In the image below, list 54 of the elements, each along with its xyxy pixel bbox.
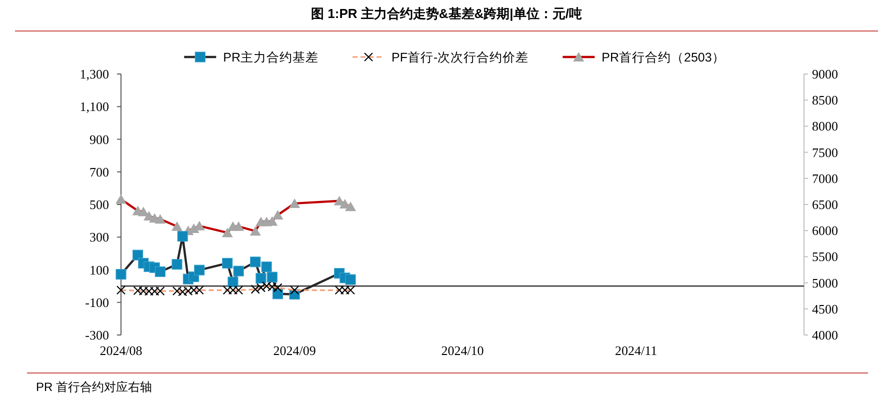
point	[116, 194, 126, 204]
y2-tick-label: 5500	[812, 249, 838, 264]
y-tick-label: 500	[90, 197, 109, 212]
point	[171, 221, 182, 231]
point	[194, 264, 205, 276]
legend-label: PR主力合约基差	[223, 50, 319, 64]
x-tick-label: 2024/10	[441, 343, 484, 358]
legend-label: PR首行合约（2503）	[602, 50, 725, 64]
point	[256, 272, 266, 284]
point	[222, 258, 233, 269]
y-tick-label: 900	[90, 132, 109, 147]
text: PR 首行合约对应右轴	[36, 380, 152, 394]
point	[172, 259, 182, 270]
x-tick-label: 2024/11	[614, 343, 658, 358]
x-tick-label: 2024/08	[100, 343, 142, 358]
point	[233, 221, 244, 231]
point	[250, 226, 261, 236]
y2-tick-label: 9000	[812, 66, 838, 82]
point	[116, 269, 126, 280]
y-tick-label: -100	[85, 294, 109, 310]
y2-tick-label: 8500	[812, 92, 838, 108]
point	[116, 286, 126, 295]
point	[290, 286, 300, 295]
point	[154, 266, 166, 278]
y2-tick-label: 7000	[812, 170, 838, 186]
y-tick-label: 700	[90, 164, 109, 180]
y-tick-label: 1,300	[80, 66, 109, 82]
y2-tick-label: 6500	[812, 197, 838, 212]
y2-tick-label: 6000	[812, 223, 838, 238]
point	[272, 210, 284, 220]
y2-tick-label: 8000	[812, 118, 838, 134]
y-tick-label: 1,100	[80, 99, 109, 114]
point	[266, 272, 278, 282]
point	[154, 214, 166, 224]
x-tick-label: 2024/09	[273, 343, 316, 358]
point	[345, 202, 356, 212]
y2-tick-label: 7500	[812, 144, 838, 160]
point	[138, 206, 149, 216]
point	[233, 266, 244, 276]
y2-tick-label: 4500	[812, 301, 838, 316]
point	[250, 256, 261, 268]
point	[289, 198, 300, 208]
y2-tick-label: 4000	[812, 328, 838, 342]
y2-tick-label: 5000	[812, 275, 838, 290]
point	[132, 250, 144, 260]
point	[222, 228, 233, 238]
y-tick-label: -300	[85, 328, 109, 342]
point	[345, 274, 356, 285]
point	[261, 262, 272, 272]
legend-label: PF首行-次次行合约价差	[392, 50, 529, 64]
chart-title: 图 1:PR 主力合约走势&基差&跨期|单位：元/吨	[311, 6, 582, 21]
y-tick-label: 100	[90, 262, 109, 278]
y-tick-label: 300	[90, 230, 109, 245]
point	[228, 276, 238, 288]
